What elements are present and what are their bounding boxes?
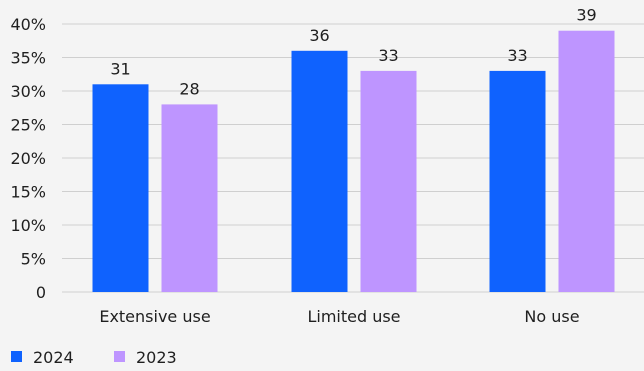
- y-tick-label: 40%: [10, 15, 46, 34]
- category-label: Extensive use: [99, 307, 210, 326]
- y-tick-label: 15%: [10, 183, 46, 202]
- data-label: 36: [309, 26, 329, 45]
- data-label: 33: [378, 46, 398, 65]
- legend-swatch-2024: [11, 351, 22, 362]
- y-axis: 0 5% 10% 15% 20% 25% 30% 35% 40%: [10, 15, 46, 302]
- legend-label: 2024: [33, 348, 74, 367]
- y-tick-label: 35%: [10, 49, 46, 68]
- bar-2024-1: [291, 50, 348, 292]
- data-labels: 31 28 36 33 33 39: [110, 6, 596, 99]
- y-tick-label: 5%: [21, 250, 46, 269]
- data-label: 31: [110, 59, 130, 78]
- data-label: 39: [576, 6, 596, 25]
- y-tick-label: 20%: [10, 149, 46, 168]
- category-label: Limited use: [307, 307, 400, 326]
- bar-2023-1: [360, 70, 417, 293]
- y-tick-label: 0: [36, 283, 46, 302]
- y-tick-label: 25%: [10, 116, 46, 135]
- grid-layer: [62, 23, 644, 293]
- data-label: 33: [507, 46, 527, 65]
- x-axis: Extensive use Limited use No use: [99, 307, 579, 326]
- legend-label: 2023: [136, 348, 177, 367]
- legend-swatch-2023: [114, 351, 125, 362]
- bar-2023-0: [161, 104, 218, 293]
- bars: [92, 30, 615, 293]
- y-tick-label: 30%: [10, 82, 46, 101]
- bar-2024-0: [92, 84, 149, 292]
- category-label: No use: [524, 307, 579, 326]
- legend: 2024 2023: [11, 348, 177, 367]
- bar-2023-2: [558, 30, 615, 292]
- bar-2024-2: [489, 70, 546, 293]
- y-tick-label: 10%: [10, 216, 46, 235]
- data-label: 28: [179, 79, 199, 98]
